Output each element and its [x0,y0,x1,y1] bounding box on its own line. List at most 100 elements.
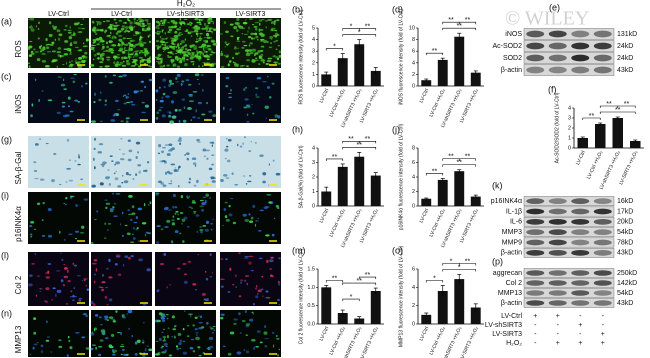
cell [163,86,166,88]
cell [250,270,255,272]
cell [227,42,230,44]
cell [129,21,133,25]
cell [113,172,116,175]
cell [59,54,62,58]
cell [227,63,230,67]
cell [249,175,252,177]
cell [137,207,143,211]
cell [122,60,125,63]
cell [144,53,147,57]
y-tick-label: 3 [312,160,315,166]
cell [30,114,33,118]
cell [140,80,145,83]
bar [321,74,332,86]
cell [37,28,40,30]
cell [110,119,116,122]
significance-label: ** [348,136,354,143]
cell [142,321,145,324]
cell [147,25,151,28]
cell [208,110,213,113]
cell [270,28,274,32]
cell [67,279,71,283]
bar [354,318,365,324]
cell [49,43,54,46]
cell [139,36,142,39]
cell [166,170,170,174]
cell [219,278,225,280]
cell [258,63,260,65]
column-label: LV-shSIRT3 [167,11,204,18]
cell [163,252,167,257]
cell [183,106,186,110]
cell [208,336,214,340]
cell [191,52,195,54]
protein-label: MMP9 [502,239,522,246]
group-label: H₂O₂ [177,0,195,8]
cell [208,17,213,21]
cell [115,170,117,173]
cell [104,29,108,33]
y-tick-label: 3 [568,115,571,121]
cell [101,28,104,31]
cell [162,335,167,338]
cell [172,328,177,331]
cell [256,284,258,288]
cell [171,115,177,119]
cell [173,39,177,42]
cell [130,255,134,258]
cell [63,202,65,205]
cell [162,50,165,52]
cell [176,28,182,31]
cell [85,38,89,42]
cell [262,61,265,64]
band [548,249,567,256]
cell [233,65,238,67]
cell [158,337,162,342]
cell [224,157,227,160]
cell [166,64,170,67]
cell [266,193,272,196]
cell [256,77,262,80]
cell [248,261,252,265]
cell [108,40,113,43]
cell [244,218,250,223]
cell [196,38,198,41]
cell [187,107,192,110]
cell [82,42,85,45]
cell [277,353,279,357]
significance-bracket [425,173,444,176]
cell [204,270,207,273]
cell [121,43,125,45]
cell [99,339,104,342]
cell [121,348,125,351]
cell [159,99,164,103]
cell [74,230,80,233]
cell [134,62,137,66]
cell [129,43,134,47]
protein-label: β-actin [501,67,522,74]
cell [194,164,197,168]
cell [128,25,133,29]
significance-label: ** [615,107,621,114]
cell [136,64,139,66]
row-label: iNOS [14,94,23,113]
cell [90,241,94,244]
cell [164,144,169,146]
cell [163,328,165,331]
cell [63,48,68,51]
cell [198,354,202,357]
cell [102,45,105,49]
significance-label: ** [606,101,612,108]
cell [58,339,62,342]
cell [174,335,176,339]
significance-label: * [333,43,336,50]
cell [106,229,109,231]
size-label: 43kD [617,250,633,257]
cell [34,143,39,146]
cell [192,199,196,202]
band [526,30,545,38]
cell [175,345,179,348]
band [571,249,590,256]
cell [109,207,115,211]
cell [212,331,214,334]
